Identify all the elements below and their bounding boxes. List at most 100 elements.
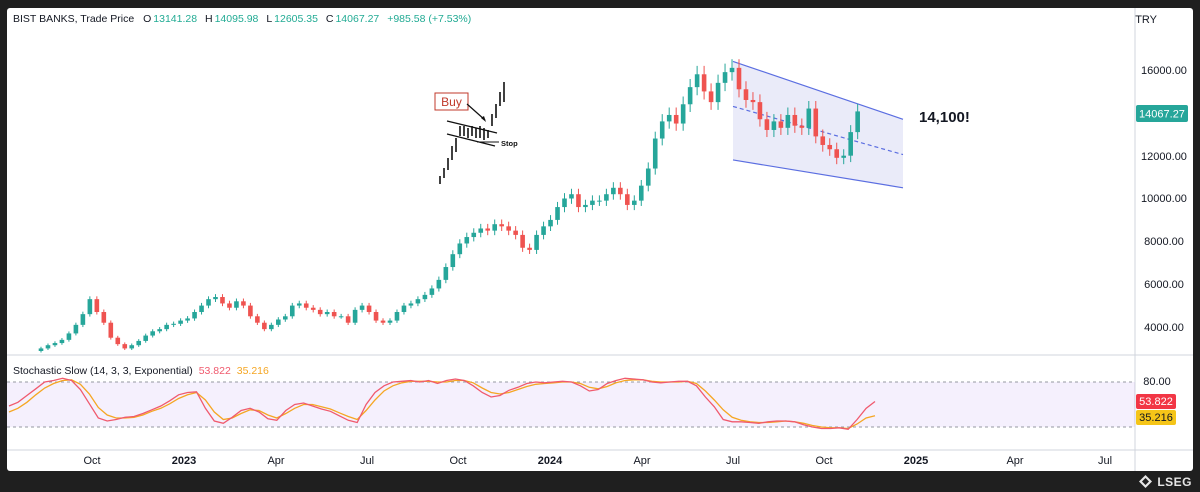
candle-body bbox=[59, 339, 65, 344]
candle bbox=[548, 215, 553, 231]
candle bbox=[750, 92, 756, 110]
candle bbox=[80, 311, 86, 328]
candle bbox=[841, 149, 846, 165]
candle bbox=[303, 300, 309, 311]
candle-body bbox=[338, 316, 344, 318]
symbol-name[interactable]: BIST BANKS, Trade Price bbox=[13, 13, 135, 25]
svg-text:35.216: 35.216 bbox=[1139, 412, 1173, 424]
candle-body bbox=[324, 312, 330, 315]
candle-body bbox=[213, 297, 218, 300]
candle bbox=[255, 313, 260, 325]
candle bbox=[576, 188, 581, 213]
candle-body bbox=[827, 144, 833, 150]
candle bbox=[227, 300, 232, 311]
candle-body bbox=[652, 138, 658, 169]
candle-body bbox=[548, 219, 553, 227]
lseg-logo-icon bbox=[1139, 475, 1153, 488]
channel-lower-line[interactable] bbox=[732, 159, 904, 189]
candle-body bbox=[422, 294, 428, 300]
candle bbox=[541, 221, 546, 240]
candle-body bbox=[750, 99, 756, 103]
time-tick: Apr bbox=[267, 455, 284, 467]
candle bbox=[464, 232, 470, 248]
candle bbox=[345, 313, 351, 325]
candle-body bbox=[659, 121, 665, 139]
candle-body bbox=[785, 114, 791, 128]
candle-body bbox=[855, 111, 860, 133]
candle bbox=[66, 331, 72, 342]
stoch-name[interactable]: Stochastic Slow (14, 3, 3, Exponential) bbox=[13, 365, 193, 377]
candle bbox=[534, 230, 539, 254]
candle-body bbox=[666, 114, 672, 122]
currency-label[interactable]: TRY bbox=[1135, 14, 1157, 26]
candle bbox=[722, 63, 728, 92]
candle-body bbox=[562, 198, 567, 208]
candle bbox=[485, 223, 491, 236]
candle bbox=[59, 338, 65, 345]
candle bbox=[583, 199, 588, 213]
brand-logo: LSEG bbox=[1139, 471, 1192, 492]
candle bbox=[778, 114, 784, 135]
candle-body bbox=[80, 314, 86, 325]
candle-body bbox=[778, 121, 784, 128]
candle-body bbox=[185, 318, 190, 321]
candle-body bbox=[136, 340, 142, 346]
candle bbox=[269, 322, 274, 332]
candle bbox=[478, 223, 484, 238]
candle bbox=[736, 59, 742, 98]
candle bbox=[492, 219, 497, 236]
candle-body bbox=[108, 322, 114, 338]
candle-body bbox=[164, 324, 169, 330]
time-tick: Apr bbox=[633, 455, 650, 467]
candle bbox=[806, 100, 812, 135]
candle bbox=[115, 335, 121, 346]
candles-group bbox=[38, 59, 860, 353]
candle-body bbox=[820, 136, 826, 145]
candle-body bbox=[317, 309, 323, 315]
price-tick: 10000.00 bbox=[1141, 193, 1187, 205]
candle bbox=[366, 302, 372, 315]
candle bbox=[380, 318, 386, 325]
candle bbox=[108, 320, 114, 340]
candle-body bbox=[345, 316, 351, 323]
candle-body bbox=[66, 333, 72, 340]
candle-body bbox=[199, 305, 204, 313]
candle bbox=[101, 309, 107, 325]
candle-body bbox=[583, 204, 588, 208]
candle bbox=[820, 129, 826, 152]
candle bbox=[855, 103, 860, 140]
stoch-k-value: 53.822 bbox=[198, 365, 231, 377]
candle bbox=[708, 83, 714, 110]
channel-upper-line[interactable] bbox=[732, 60, 904, 120]
candle bbox=[771, 114, 777, 138]
high-label: H bbox=[205, 13, 213, 25]
candle-body bbox=[303, 303, 309, 308]
candle bbox=[645, 162, 651, 192]
candle-body bbox=[513, 230, 518, 235]
candle-body bbox=[234, 301, 239, 308]
candle bbox=[785, 107, 791, 135]
candle bbox=[527, 243, 532, 254]
candle bbox=[387, 318, 393, 325]
candle bbox=[597, 195, 602, 206]
low-value: 12605.35 bbox=[274, 13, 318, 25]
candle-body bbox=[352, 309, 358, 323]
candle-body bbox=[45, 345, 51, 349]
candle bbox=[562, 193, 567, 213]
candle-body bbox=[527, 247, 532, 250]
candle-body bbox=[143, 335, 148, 341]
candle bbox=[157, 327, 162, 334]
candle-body bbox=[289, 305, 295, 317]
candle-body bbox=[359, 305, 365, 310]
chart-canvas[interactable]: Buy Stop 14,100! 16000.00 12000.00 10000… bbox=[7, 8, 1193, 471]
candle-body bbox=[604, 194, 609, 201]
low-label: L bbox=[266, 13, 273, 25]
target-annotation[interactable]: 14,100! bbox=[919, 109, 970, 126]
candle-body bbox=[457, 243, 463, 255]
candle-body bbox=[534, 234, 539, 250]
candle bbox=[813, 100, 819, 144]
stoch-k-line bbox=[8, 377, 876, 430]
candle bbox=[415, 296, 421, 307]
open-label: O bbox=[143, 13, 152, 25]
time-tick: Jul bbox=[1098, 455, 1112, 467]
